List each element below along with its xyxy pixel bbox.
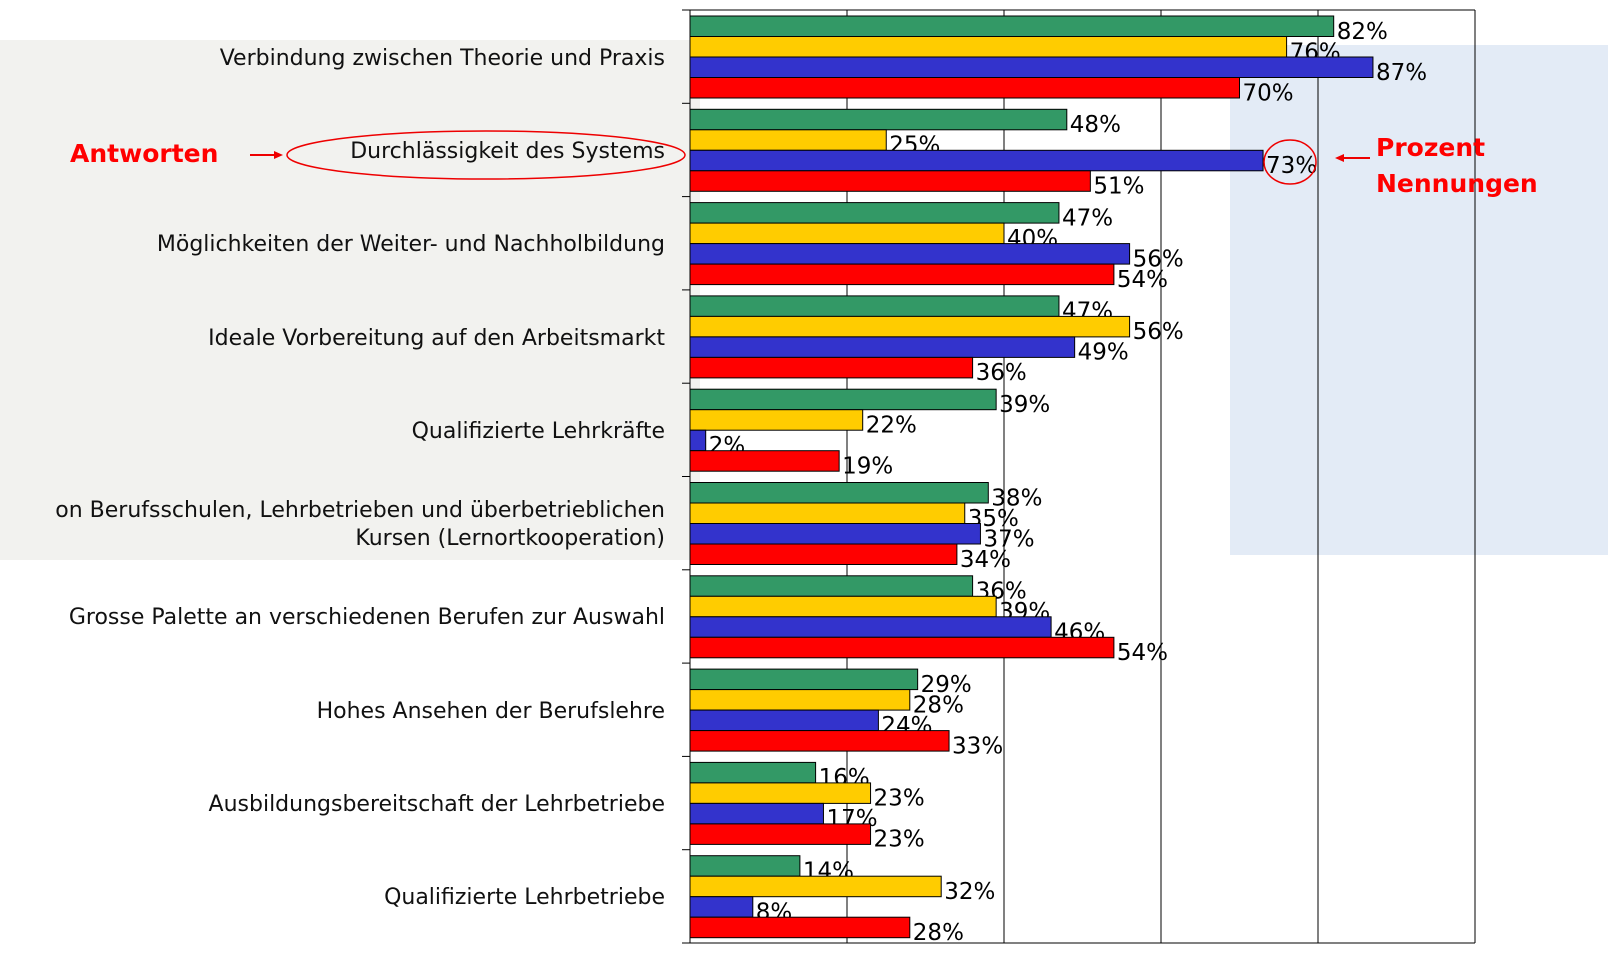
data-label: 28% [913, 920, 964, 946]
data-label: 23% [874, 827, 925, 853]
bar [690, 524, 980, 545]
annotation: Antworten [70, 136, 218, 172]
chart: 82%76%87%70%48%25%73%51%47%40%56%54%47%5… [0, 0, 1608, 969]
data-label: 19% [842, 453, 893, 479]
data-label: 82% [1337, 19, 1388, 45]
category-label: Möglichkeiten der Weiter- und Nachholbil… [157, 231, 665, 259]
data-label: 23% [874, 786, 925, 812]
bar [690, 483, 988, 504]
bar [690, 762, 816, 783]
bar [690, 876, 941, 897]
data-label: 73% [1266, 153, 1317, 179]
bar [690, 576, 973, 597]
bar [690, 264, 1114, 285]
bar [690, 824, 871, 845]
bar [690, 389, 996, 410]
bar [690, 37, 1287, 58]
category-label: Ideale Vorbereitung auf den Arbeitsmarkt [208, 325, 665, 353]
bar [690, 16, 1334, 37]
category-label: Durchlässigkeit des Systems [350, 138, 665, 166]
bar [690, 451, 839, 472]
bar [690, 316, 1130, 337]
category-label: Hohes Ansehen der Berufslehre [317, 698, 665, 726]
bar [690, 783, 871, 804]
data-label: 32% [944, 879, 995, 905]
data-label: 49% [1078, 340, 1129, 366]
bar [690, 150, 1263, 171]
data-label: 33% [952, 733, 1003, 759]
bar [690, 856, 800, 877]
bar [690, 337, 1075, 358]
data-label: 39% [999, 392, 1050, 418]
data-label: 47% [1062, 205, 1113, 231]
category-label: Qualifizierte Lehrkräfte [412, 418, 665, 446]
data-label: 51% [1093, 174, 1144, 200]
data-label: 70% [1243, 80, 1294, 106]
bar [690, 357, 973, 378]
data-label: 87% [1376, 60, 1427, 86]
data-label: 36% [976, 360, 1027, 386]
background-photo [0, 40, 700, 560]
bar [690, 596, 996, 617]
bar [690, 731, 949, 752]
category-label: Qualifizierte Lehrbetriebe [384, 884, 665, 912]
bar [690, 410, 863, 431]
bar [690, 669, 918, 690]
bar [690, 617, 1051, 638]
bar [690, 430, 706, 451]
bar [690, 710, 878, 731]
bar [690, 109, 1067, 130]
data-label: 48% [1070, 112, 1121, 138]
bar [690, 171, 1090, 192]
bar [690, 203, 1059, 224]
bar [690, 223, 1004, 244]
bar [690, 503, 965, 524]
page: 82%76%87%70%48%25%73%51%47%40%56%54%47%5… [0, 0, 1608, 969]
annotation: Prozent Nennungen [1376, 130, 1538, 202]
background-photo [1230, 45, 1608, 555]
bar [690, 296, 1059, 317]
bar [690, 78, 1240, 99]
bar [690, 897, 753, 918]
category-label: Verbindung zwischen Theorie und Praxis [220, 45, 665, 73]
bar [690, 637, 1114, 658]
bar [690, 244, 1130, 265]
category-label: on Berufsschulen, Lehrbetrieben und über… [55, 497, 665, 553]
category-label: Grosse Palette an verschiedenen Berufen … [69, 604, 665, 632]
bar [690, 917, 910, 938]
data-label: 56% [1133, 319, 1184, 345]
data-label: 34% [960, 547, 1011, 573]
bar [690, 690, 910, 711]
bar [690, 57, 1373, 78]
bar [690, 544, 957, 565]
data-label: 22% [866, 412, 917, 438]
bar [690, 130, 886, 151]
category-label: Ausbildungsbereitschaft der Lehrbetriebe [209, 791, 665, 819]
bar [690, 803, 823, 824]
data-label: 54% [1117, 640, 1168, 666]
data-label: 54% [1117, 267, 1168, 293]
